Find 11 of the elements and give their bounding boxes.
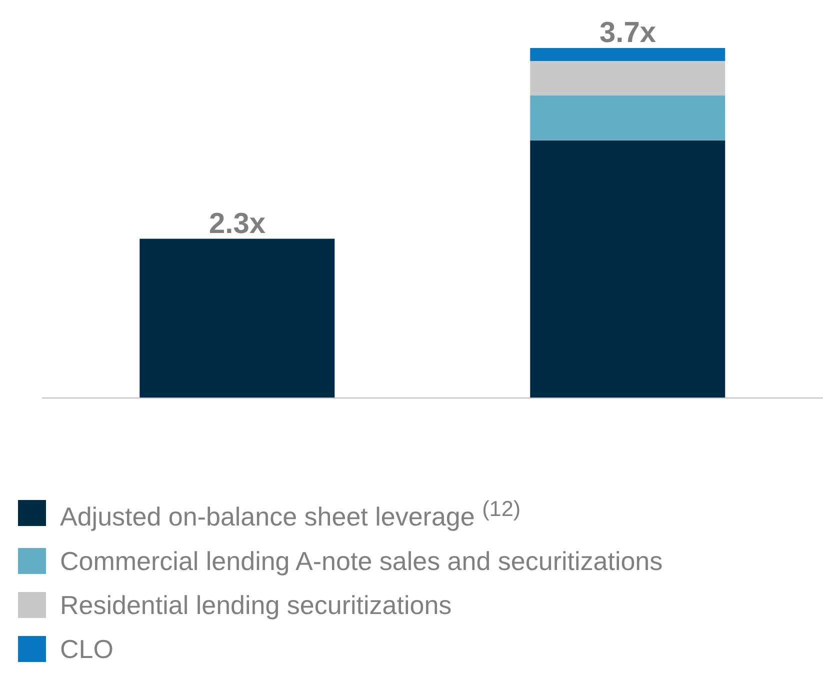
bar bbox=[530, 95, 726, 140]
bar bbox=[530, 48, 726, 61]
legend-label: Residential lending securitizations bbox=[60, 590, 452, 620]
legend-label: Adjusted on-balance sheet leverage $^{(12)}$ bbox=[60, 495, 521, 532]
annotation: 2.3x bbox=[209, 208, 266, 240]
legend-label: Commercial lending A-note sales and securitizations bbox=[60, 546, 663, 576]
bar bbox=[530, 140, 726, 398]
annotation: 3.7x bbox=[600, 17, 656, 49]
legend-label: CLO bbox=[60, 634, 114, 664]
bar bbox=[140, 238, 335, 398]
bar bbox=[530, 60, 726, 96]
